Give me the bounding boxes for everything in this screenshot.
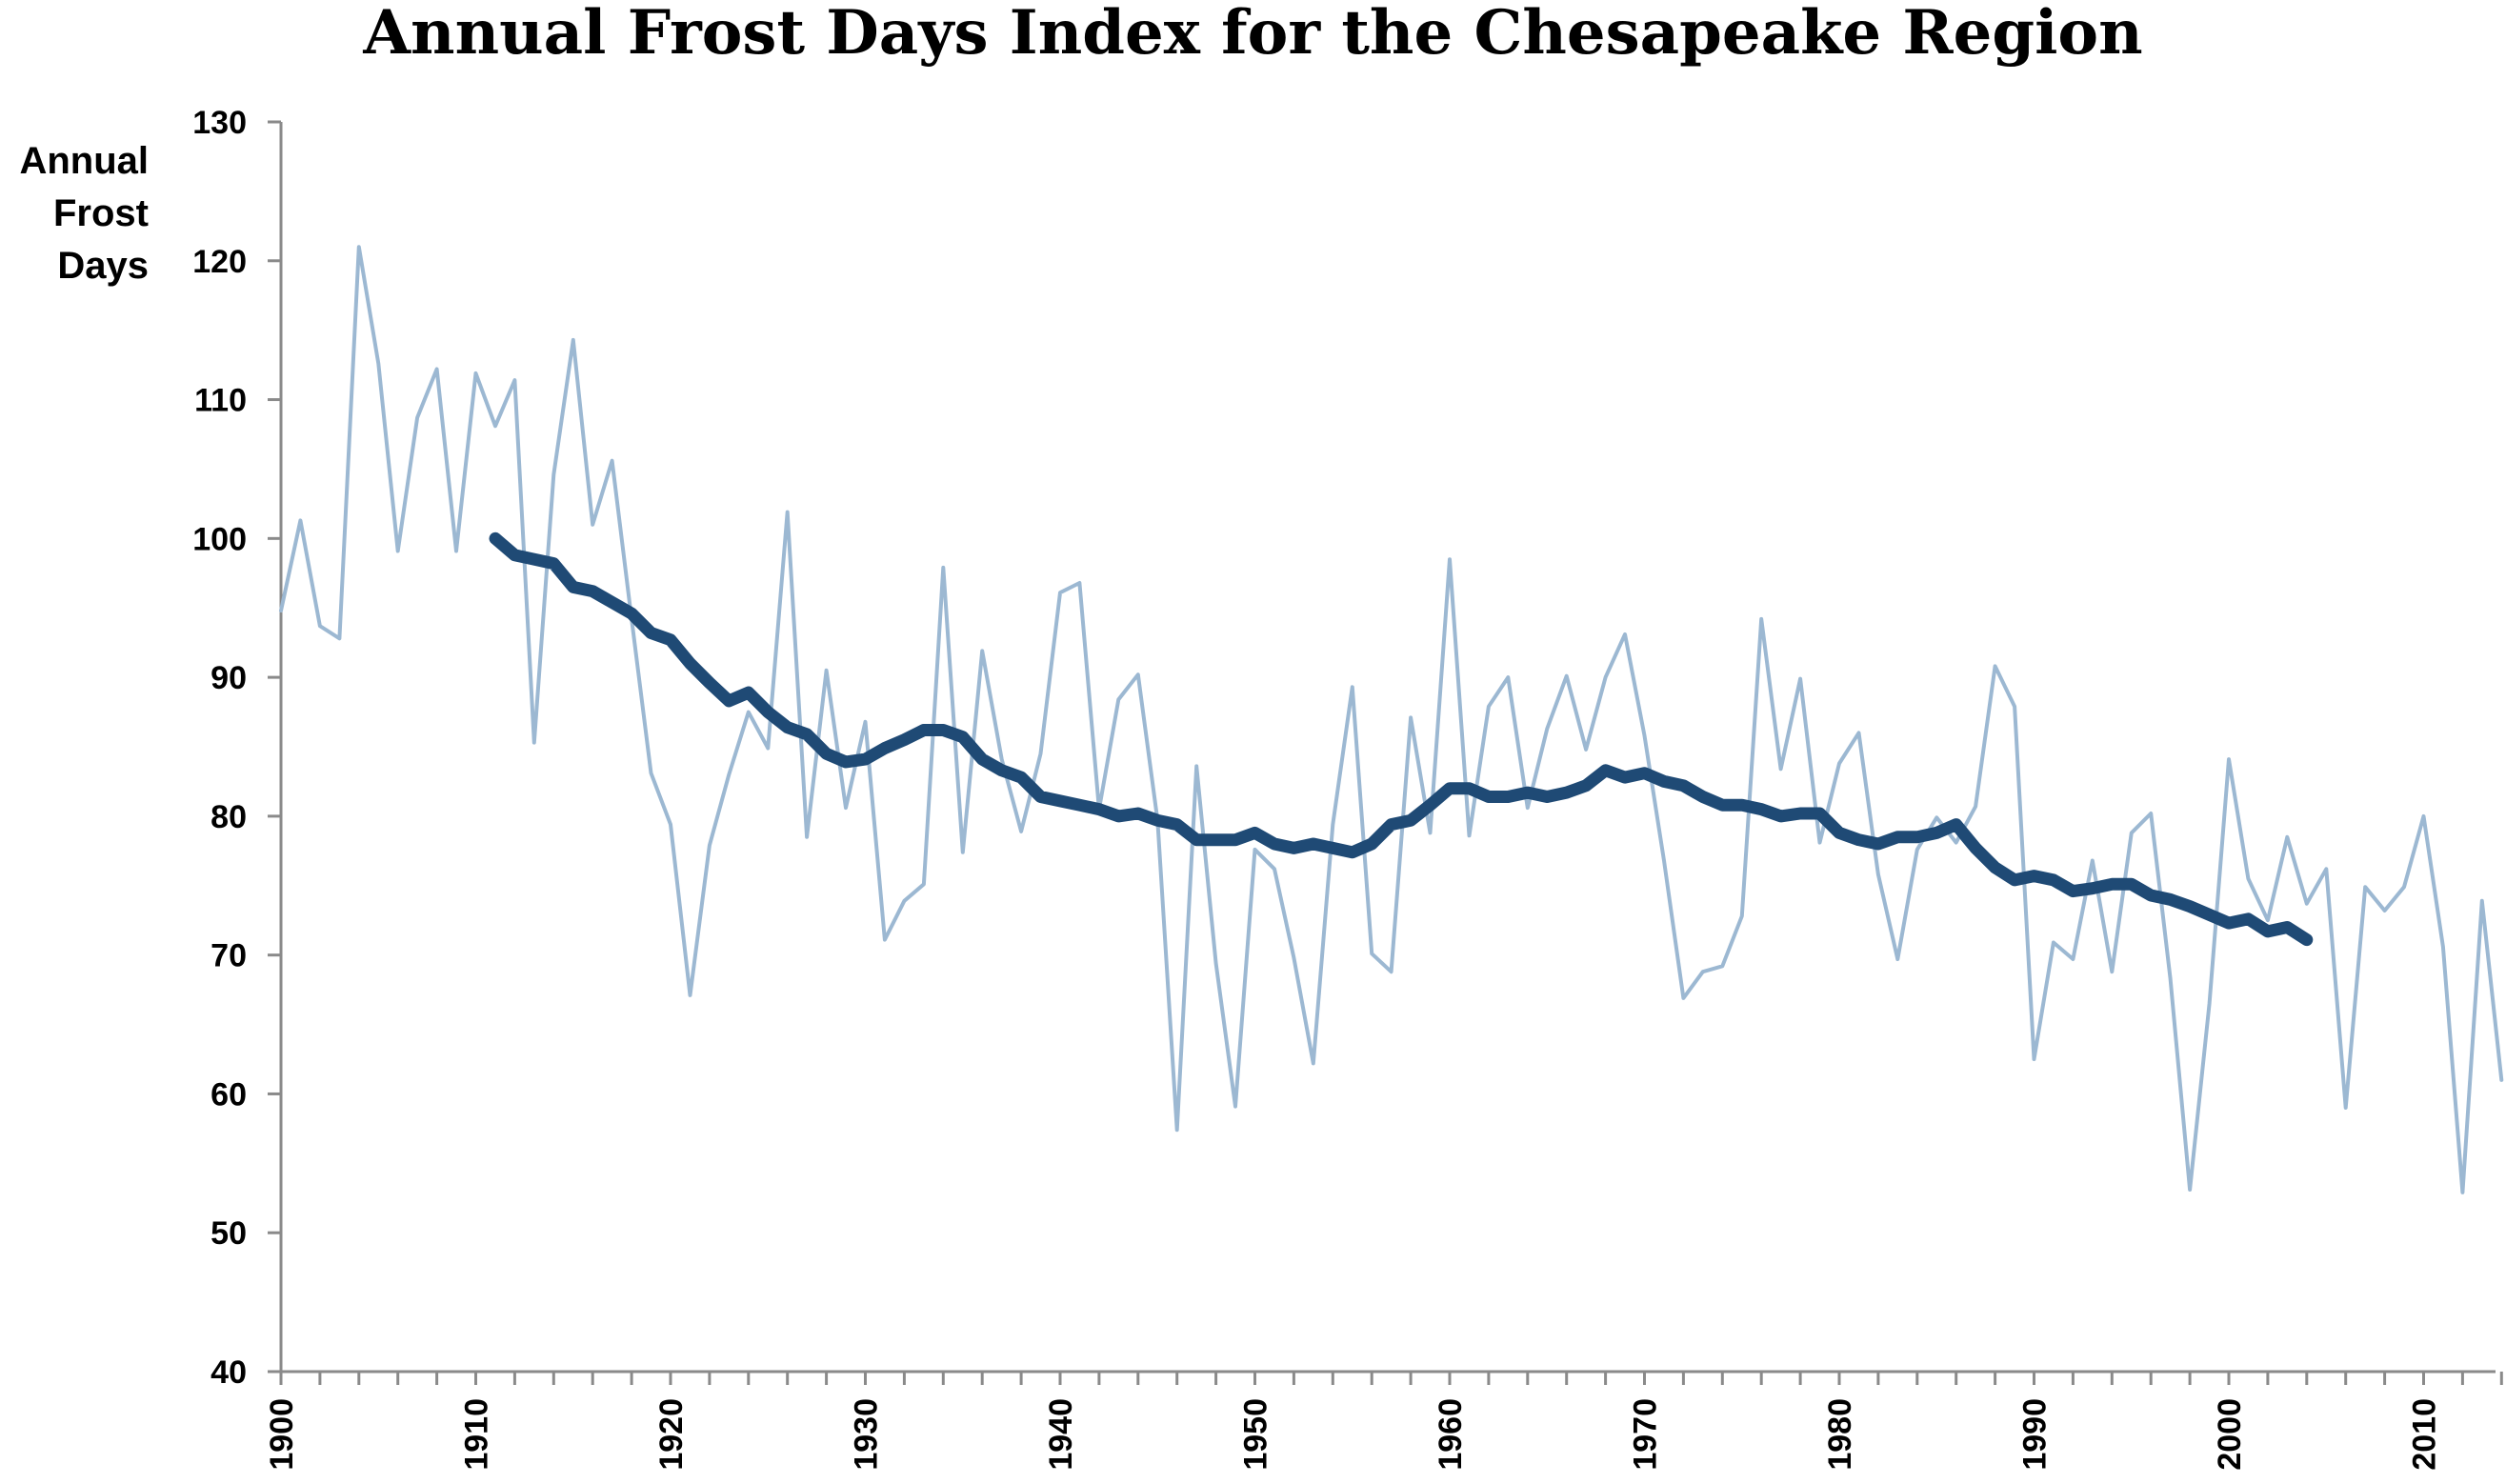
y-tick-label: 50 — [211, 1215, 247, 1252]
y-axis-ticks: 40 50 60 70 80 90 100 110 120 130 — [192, 105, 281, 1391]
y-axis-label: Annual Frost Days — [0, 135, 149, 292]
y-tick-label: 100 — [192, 521, 247, 557]
y-tick-label: 40 — [211, 1354, 247, 1391]
x-tick-label: 1970 — [1628, 1398, 1664, 1471]
x-tick-label: 2010 — [2407, 1398, 2443, 1471]
x-tick-label: 1980 — [1822, 1398, 1858, 1471]
x-tick-label: 1900 — [264, 1398, 300, 1471]
x-tick-label: 1930 — [849, 1398, 885, 1471]
chart-axes — [279, 122, 2496, 1374]
y-axis-label-line-3: Days — [57, 245, 149, 287]
y-tick-label: 130 — [192, 105, 247, 141]
y-tick-label: 80 — [211, 799, 247, 835]
y-axis-label-line-2: Frost — [53, 192, 149, 234]
chart-title: Annual Frost Days Index for the Chesapea… — [363, 0, 2143, 69]
x-tick-label: 1950 — [1238, 1398, 1274, 1471]
x-tick-label: 1960 — [1433, 1398, 1469, 1471]
smoothed-series-line — [489, 531, 2314, 947]
y-tick-label: 120 — [192, 244, 247, 280]
y-tick-label: 90 — [211, 660, 247, 696]
series-layer — [279, 245, 2504, 1194]
x-tick-label: 1990 — [2017, 1398, 2054, 1471]
y-tick-label: 70 — [211, 938, 247, 974]
y-tick-label: 60 — [211, 1076, 247, 1113]
x-axis-ticks: 1900 1910 1920 1930 1940 1950 1960 1970 1980 1990… — [264, 1372, 2503, 1471]
x-tick-label: 1940 — [1043, 1398, 1079, 1471]
y-tick-label: 110 — [194, 383, 247, 419]
x-tick-label: 1910 — [459, 1398, 495, 1471]
x-tick-label: 2000 — [2212, 1398, 2248, 1471]
annual-series-line — [279, 245, 2504, 1194]
x-tick-label: 1920 — [653, 1398, 690, 1471]
y-axis-label-line-1: Annual — [19, 140, 149, 182]
